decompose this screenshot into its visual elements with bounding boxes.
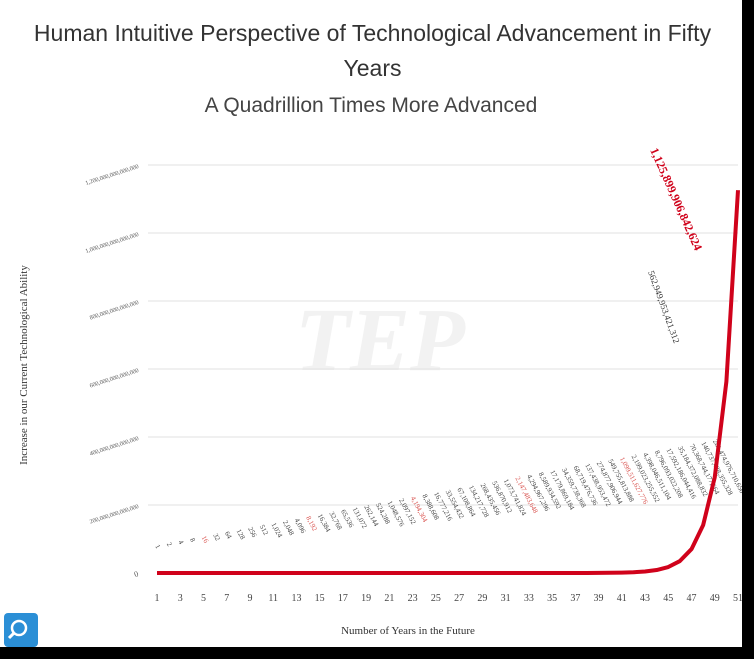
x-tick-label: 15 (315, 593, 325, 604)
data-label: 8 (188, 537, 197, 544)
x-tick-label: 17 (338, 593, 348, 604)
x-tick-label: 39 (594, 593, 604, 604)
data-label: 64 (223, 530, 234, 540)
data-label: 1,125,899,906,842,624 (647, 146, 705, 253)
x-tick-label: 3 (178, 593, 183, 604)
data-label: 512 (258, 523, 270, 536)
x-tick-label: 25 (431, 593, 441, 604)
y-axis-label: Increase in our Current Technological Ab… (18, 265, 30, 465)
data-label: 256 (246, 526, 258, 539)
x-axis-label: Number of Years in the Future (341, 625, 475, 637)
data-label: 1 (153, 543, 162, 550)
y-tick-label: 1,000,000,000,000,000 (85, 232, 140, 255)
x-tick-label: 13 (291, 593, 301, 604)
watermark: TEP (295, 291, 466, 390)
x-tick-label: 45 (663, 593, 673, 604)
data-label: 4 (176, 539, 185, 546)
line (157, 190, 740, 575)
x-tick-label: 21 (384, 593, 394, 604)
y-tick-label: 0 (133, 569, 140, 579)
x-tick-label: 1 (155, 593, 160, 604)
x-tick-label: 51 (733, 593, 742, 604)
x-tick-label: 31 (501, 593, 511, 604)
x-tick-label: 37 (570, 593, 580, 604)
x-tick-label: 43 (640, 593, 650, 604)
x-tick-label: 33 (524, 593, 534, 604)
x-tick-label: 19 (361, 593, 371, 604)
x-tick-label: 11 (268, 593, 278, 604)
data-label: 2 (165, 541, 174, 548)
data-label: 128 (235, 528, 247, 541)
x-tick-label: 41 (617, 593, 627, 604)
data-label: 32 (211, 532, 222, 542)
x-tick-label: 27 (454, 593, 464, 604)
x-tick-label: 5 (201, 593, 206, 604)
chart-title: Human Intuitive Perspective of Technolog… (33, 20, 712, 81)
y-tick-label: 800,000,000,000,000 (89, 300, 139, 321)
y-tick-label: 600,000,000,000,000 (89, 368, 139, 389)
y-tick-label: 200,000,000,000,000 (89, 504, 139, 525)
data-label: 16 (200, 534, 211, 544)
chart-subtitle: A Quadrillion Times More Advanced (204, 94, 538, 117)
x-tick-label: 49 (710, 593, 720, 604)
x-tick-label: 29 (477, 593, 487, 604)
x-tick-label: 7 (224, 593, 229, 604)
x-tick-label: 23 (408, 593, 418, 604)
chart-frame: TEP 0 200,000,000,000,000 400,000,000,000,… (0, 0, 742, 647)
x-tick-label: 47 (687, 593, 697, 604)
data-label: 562,949,953,421,312 (646, 269, 682, 344)
x-tick-label: 35 (547, 593, 557, 604)
y-tick-label: 1,200,000,000,000,000 (85, 164, 140, 187)
x-tick-label: 9 (247, 593, 252, 604)
y-tick-label: 400,000,000,000,000 (89, 436, 139, 457)
chart: TEP 0 200,000,000,000,000 400,000,000,000,… (18, 146, 742, 637)
